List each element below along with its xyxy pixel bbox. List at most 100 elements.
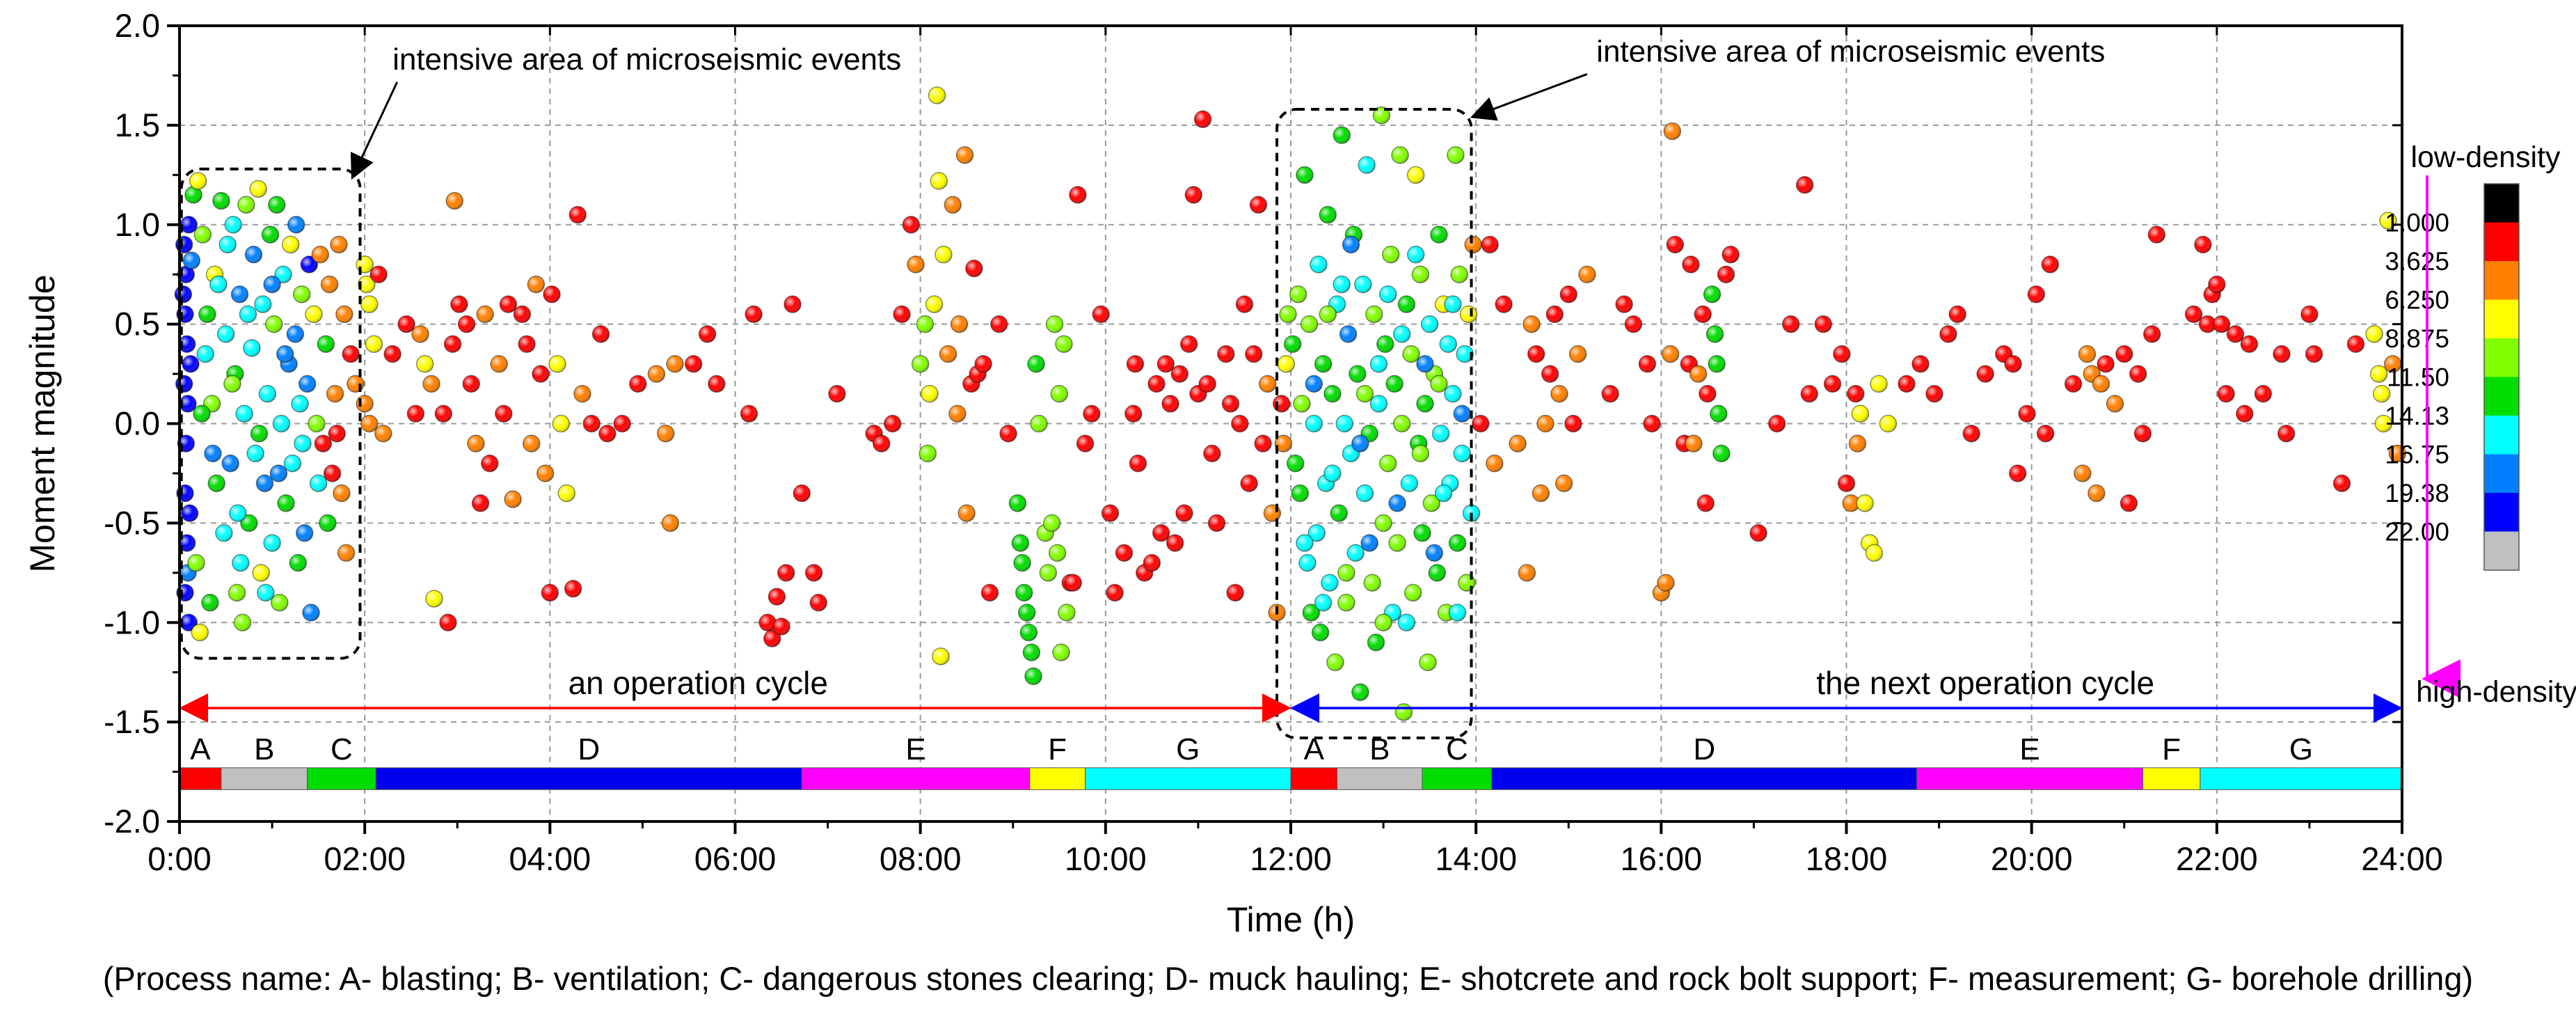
data-point <box>1682 255 1700 274</box>
data-point <box>281 235 300 254</box>
point-shade <box>243 339 260 356</box>
point-shade <box>1356 485 1374 502</box>
point-shade <box>289 554 307 572</box>
data-point <box>1522 315 1541 333</box>
point-shade <box>1401 475 1418 492</box>
point-shade <box>514 306 531 323</box>
point-shade <box>1255 435 1272 453</box>
data-point <box>1333 275 1351 294</box>
data-point <box>1527 345 1545 363</box>
data-point <box>383 345 401 363</box>
point-shade <box>302 604 319 621</box>
data-point <box>490 355 508 373</box>
data-point <box>330 235 348 254</box>
data-point <box>2300 305 2319 324</box>
data-point <box>777 564 795 582</box>
point-shade <box>1199 375 1216 393</box>
data-point <box>1050 384 1069 403</box>
point-shade <box>1250 196 1267 214</box>
point-shade <box>2273 345 2290 363</box>
data-point <box>1240 474 1258 492</box>
colorbar-swatch <box>2484 299 2519 338</box>
point-shade <box>768 588 786 606</box>
point-shade <box>975 355 992 372</box>
x-tick-label: 18:00 <box>1806 840 1888 877</box>
point-shade <box>1305 375 1323 393</box>
data-point <box>793 484 811 503</box>
point-shade <box>1354 276 1372 293</box>
colorbar-swatch <box>2484 416 2519 455</box>
data-point <box>232 553 250 572</box>
data-point <box>342 345 360 363</box>
point-shade <box>1404 584 1422 601</box>
point-shade <box>1386 375 1404 393</box>
point-shade <box>1685 435 1702 453</box>
data-point <box>360 414 379 433</box>
point-shade <box>1310 255 1327 273</box>
point-shade <box>1148 375 1166 393</box>
data-point <box>1400 474 1419 492</box>
data-point <box>1800 384 1819 403</box>
point-shade <box>264 534 281 551</box>
point-shade <box>2148 226 2165 244</box>
point-shade <box>1644 415 1661 432</box>
process-label: G <box>1176 732 1200 766</box>
data-point <box>2147 226 2166 244</box>
point-shade <box>1782 315 1799 333</box>
point-shade <box>708 375 725 393</box>
point-shade <box>1287 455 1304 472</box>
data-point <box>1439 335 1457 353</box>
x-tick-label: 12:00 <box>1250 840 1332 877</box>
point-shade <box>592 325 610 343</box>
point-shade <box>1509 435 1527 453</box>
data-point <box>1394 703 1413 721</box>
data-point <box>2217 384 2235 403</box>
colorbar-swatch <box>2484 222 2519 261</box>
point-shade <box>2115 345 2133 363</box>
point-shade <box>956 146 973 164</box>
point-shade <box>1392 146 1409 164</box>
data-point <box>804 564 823 582</box>
point-shade <box>1849 435 1866 453</box>
point-shade <box>1236 296 1253 313</box>
data-point <box>1286 454 1305 473</box>
point-shade <box>907 255 925 273</box>
data-point <box>292 285 311 304</box>
point-shade <box>1275 435 1292 453</box>
data-point <box>532 365 550 383</box>
data-point <box>1638 355 1657 373</box>
point-shade <box>278 494 295 512</box>
data-point <box>2365 325 2383 343</box>
point-shade <box>294 435 312 453</box>
point-shade <box>253 564 270 581</box>
data-point <box>240 514 258 533</box>
point-shade <box>321 276 338 293</box>
point-shade <box>360 296 378 313</box>
process-segment <box>1085 767 1291 790</box>
point-shade <box>1682 255 1699 273</box>
point-shade <box>1447 146 1464 164</box>
colorbar-level-label: 3.625 <box>2385 247 2449 276</box>
data-point <box>1369 395 1388 413</box>
point-shade <box>1706 325 1724 343</box>
point-shade <box>1423 494 1440 512</box>
point-shade <box>422 375 440 393</box>
point-shade <box>916 315 934 333</box>
point-shade <box>564 580 582 597</box>
point-shade <box>1171 365 1188 383</box>
point-shade <box>237 196 255 214</box>
colorbar-level-label: 14.13 <box>2385 402 2449 430</box>
colorbar-level-label: 6.250 <box>2385 286 2449 315</box>
data-point <box>252 564 270 582</box>
data-point <box>919 444 937 463</box>
point-shade <box>1370 355 1388 372</box>
point-shade <box>1175 505 1193 522</box>
data-point <box>193 404 211 423</box>
data-point <box>439 613 457 631</box>
process-label: E <box>2019 732 2040 766</box>
colorbar-swatch <box>2484 493 2519 532</box>
point-shade <box>2277 425 2295 442</box>
data-point <box>1453 404 1471 423</box>
point-shade <box>435 405 452 423</box>
process-segment <box>2200 767 2403 790</box>
